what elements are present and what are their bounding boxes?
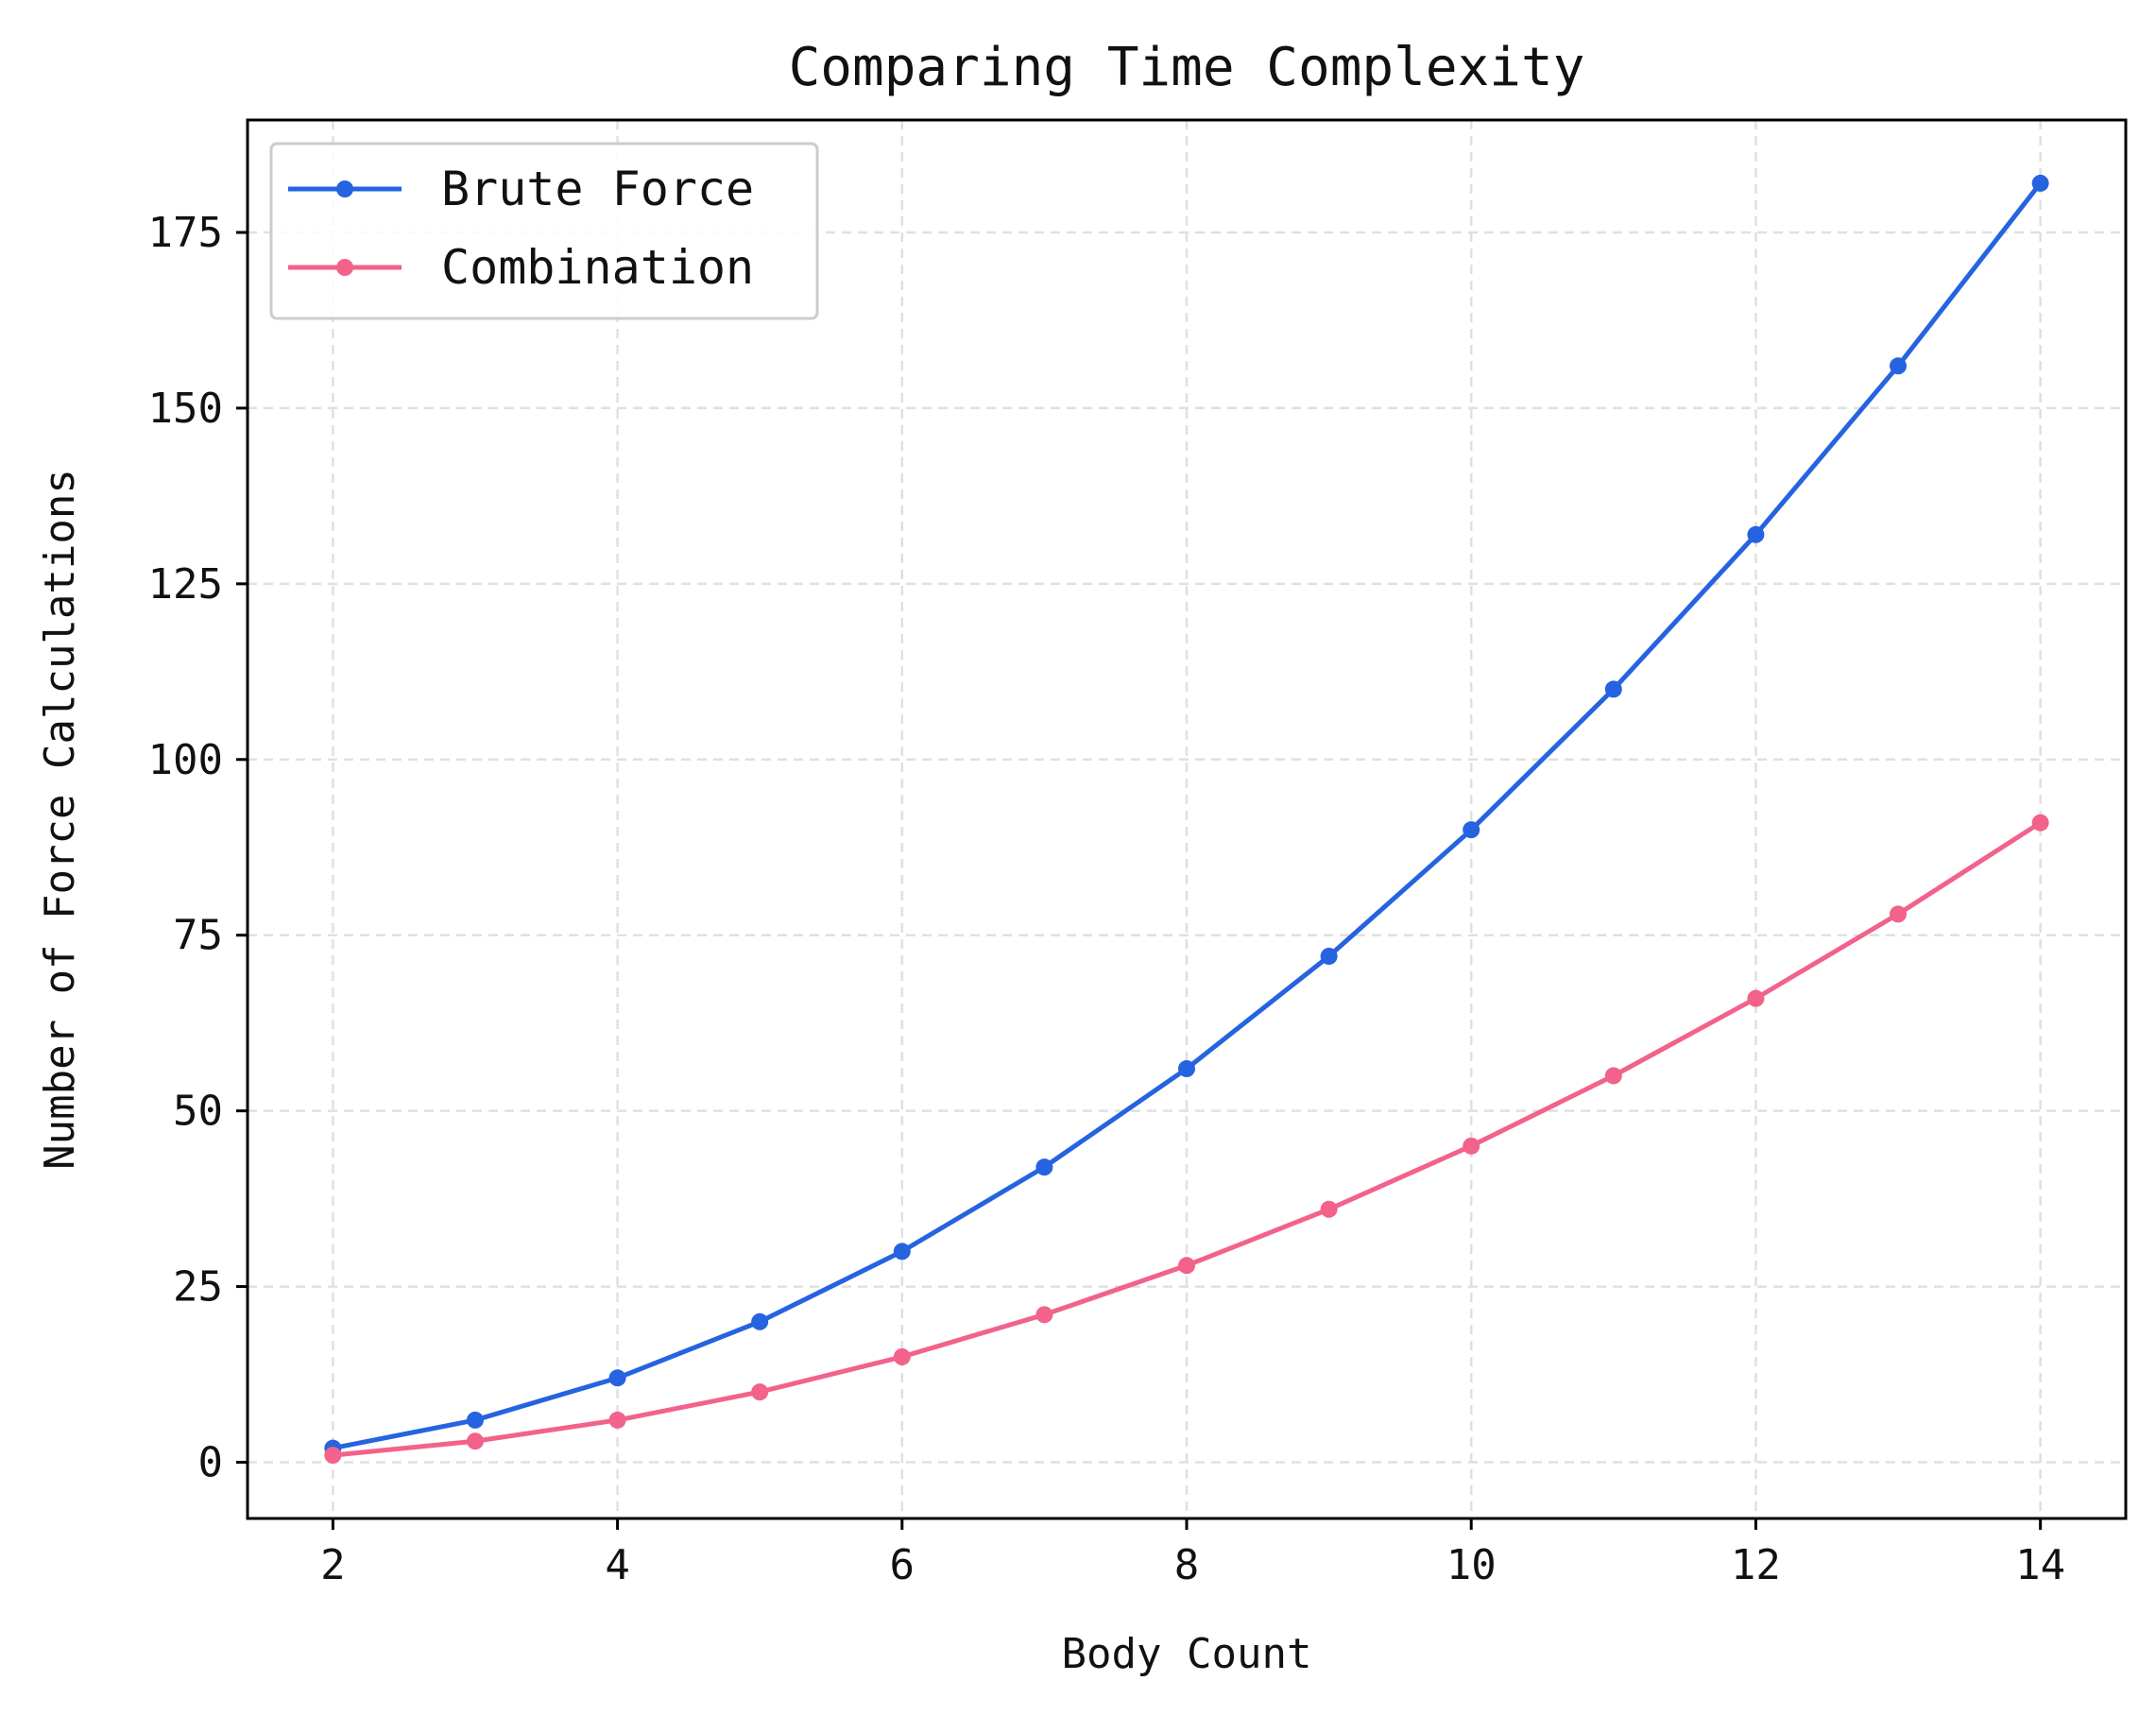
- data-point: [1178, 1257, 1195, 1275]
- x-tick-label: 10: [1446, 1541, 1497, 1589]
- legend-marker: [336, 259, 353, 276]
- x-tick-label: 2: [320, 1541, 346, 1589]
- data-point: [1463, 821, 1480, 839]
- data-point: [1035, 1158, 1053, 1176]
- data-point: [1890, 357, 1908, 375]
- data-point: [2031, 814, 2049, 832]
- y-tick-label: 50: [173, 1088, 223, 1136]
- y-tick-label: 150: [148, 385, 223, 433]
- series-layer: [324, 174, 2049, 1465]
- axes: 2 4 6 8 10 12 14 0 25 50 75 100 125 150 175: [148, 209, 2066, 1589]
- data-point: [1604, 680, 1622, 698]
- data-point: [751, 1312, 769, 1330]
- x-tick-label: 4: [605, 1541, 630, 1589]
- data-point: [466, 1432, 484, 1450]
- data-point: [1747, 525, 1765, 543]
- legend: Brute Force Combination: [269, 142, 819, 320]
- data-point: [608, 1369, 626, 1387]
- data-point: [608, 1411, 626, 1429]
- x-tick-label: 14: [2015, 1541, 2065, 1589]
- legend-box: [269, 142, 819, 320]
- legend-item: Brute Force: [288, 162, 754, 216]
- series-2: [324, 814, 2049, 1465]
- legend-marker: [336, 180, 353, 197]
- data-point: [893, 1243, 911, 1261]
- x-axis-title: Body Count: [1062, 1630, 1312, 1678]
- legend-label: Combination: [441, 240, 754, 295]
- y-tick-label: 75: [173, 912, 223, 960]
- data-point: [466, 1411, 484, 1429]
- data-point: [1320, 1200, 1338, 1218]
- data-point: [751, 1383, 769, 1401]
- x-tick-label: 12: [1731, 1541, 1781, 1589]
- legend-label: Brute Force: [441, 162, 754, 216]
- grid: [248, 120, 2126, 1518]
- y-tick-label: 175: [148, 209, 223, 257]
- x-tick-label: 6: [890, 1541, 915, 1589]
- data-point: [1890, 905, 1908, 923]
- y-tick-label: 25: [173, 1263, 223, 1312]
- data-point: [2031, 174, 2049, 192]
- data-point: [324, 1447, 342, 1465]
- legend-item: Combination: [288, 240, 754, 295]
- data-point: [1604, 1067, 1622, 1085]
- y-tick-label: 0: [198, 1439, 224, 1487]
- y-tick-label: 100: [148, 736, 223, 784]
- data-point: [1463, 1137, 1480, 1155]
- data-point: [1035, 1306, 1053, 1324]
- data-point: [1178, 1060, 1195, 1078]
- chart-title: Comparing Time Complexity: [789, 37, 1585, 98]
- y-axis-title: Number of Force Calculations: [36, 469, 84, 1170]
- data-point: [1320, 948, 1338, 966]
- data-point: [893, 1347, 911, 1365]
- data-point: [1747, 989, 1765, 1007]
- y-tick-label: 125: [148, 560, 223, 609]
- x-tick-label: 8: [1174, 1541, 1200, 1589]
